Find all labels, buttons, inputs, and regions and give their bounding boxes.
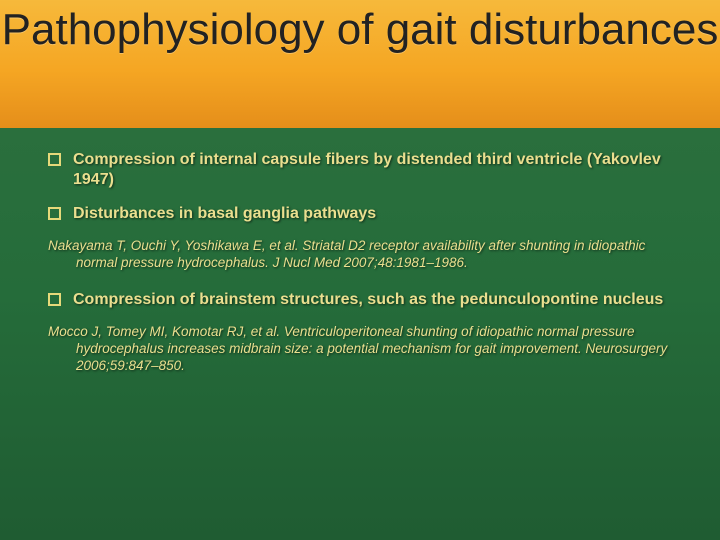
bullet-item: Disturbances in basal ganglia pathways [48,204,680,224]
reference-text: Nakayama T, Ouchi Y, Yoshikawa E, et al.… [48,238,680,272]
reference-line: Nakayama T, Ouchi Y, Yoshikawa E, et al.… [48,238,680,272]
bullet-square-icon [48,293,61,306]
bullet-square-icon [48,207,61,220]
bullet-item: Compression of internal capsule fibers b… [48,150,680,190]
bullet-text: Compression of brainstem structures, suc… [73,290,663,310]
content-area: Compression of internal capsule fibers b… [48,150,680,392]
bullet-item: Compression of brainstem structures, suc… [48,290,680,310]
reference-line: Mocco J, Tomey MI, Komotar RJ, et al. Ve… [48,324,680,375]
bullet-square-icon [48,153,61,166]
reference-text: Mocco J, Tomey MI, Komotar RJ, et al. Ve… [48,324,680,375]
slide-title: Pathophysiology of gait disturbances [0,6,720,54]
bullet-text: Compression of internal capsule fibers b… [73,150,680,190]
slide: Pathophysiology of gait disturbances Com… [0,0,720,540]
bullet-text: Disturbances in basal ganglia pathways [73,204,376,224]
